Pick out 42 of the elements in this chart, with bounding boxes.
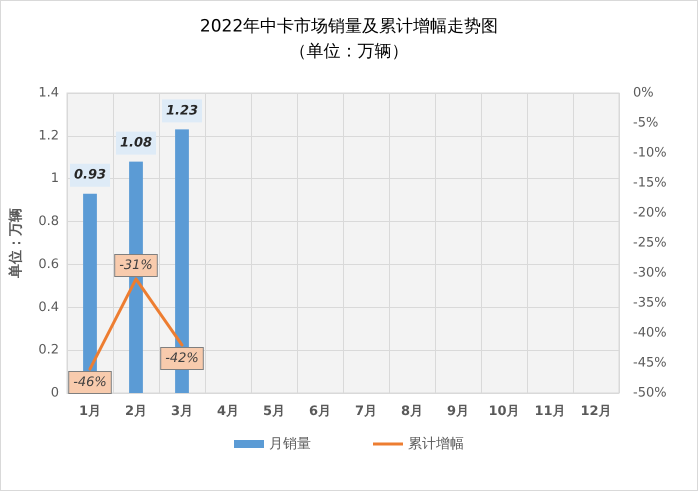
y-tick-label: 1.4 bbox=[38, 86, 59, 100]
y2-tick-label: -5% bbox=[633, 116, 658, 130]
chart-title: 2022年中卡市场销量及累计增幅走势图 bbox=[200, 16, 498, 36]
x-tick-label: 11月 bbox=[534, 404, 566, 419]
data-label: 0.93 bbox=[74, 168, 106, 183]
chart-subtitle: （单位：万辆） bbox=[290, 42, 408, 62]
x-tick-label: 2月 bbox=[124, 404, 148, 419]
data-label: -42% bbox=[165, 351, 199, 366]
legend-label: 累计增幅 bbox=[408, 436, 464, 452]
y2-tick-label: -25% bbox=[633, 236, 667, 250]
x-tick-label: 5月 bbox=[262, 404, 286, 419]
x-tick-label: 10月 bbox=[488, 404, 520, 419]
x-tick-label: 7月 bbox=[354, 404, 378, 419]
y-tick-label: 1 bbox=[50, 171, 59, 186]
y2-tick-label: -30% bbox=[633, 266, 667, 280]
x-tick-label: 8月 bbox=[400, 404, 424, 419]
y2-tick-label: -50% bbox=[633, 386, 667, 400]
x-tick-label: 4月 bbox=[216, 404, 240, 419]
x-tick-label: 12月 bbox=[580, 404, 612, 419]
y2-tick-label: -45% bbox=[633, 356, 667, 370]
y-tick-label: 0.4 bbox=[38, 300, 59, 315]
y-tick-label: 1.2 bbox=[38, 128, 59, 144]
data-label: -31% bbox=[119, 258, 153, 273]
y2-tick-label: -35% bbox=[633, 296, 667, 310]
x-tick-label: 3月 bbox=[170, 404, 194, 419]
y-tick-label: 0.2 bbox=[38, 342, 59, 358]
y-tick-label: 0 bbox=[50, 386, 59, 400]
x-tick-label: 9月 bbox=[446, 404, 470, 419]
y2-tick-label: -40% bbox=[633, 326, 667, 340]
y2-tick-label: 0% bbox=[633, 86, 654, 100]
data-label: -46% bbox=[73, 375, 107, 390]
y-tick-label: 0.6 bbox=[38, 256, 59, 272]
y2-tick-label: -15% bbox=[633, 176, 667, 190]
y-axis-title: 单位：万辆 bbox=[8, 208, 24, 279]
y2-tick-label: -10% bbox=[633, 146, 667, 160]
y2-tick-label: -20% bbox=[633, 206, 667, 220]
y-tick-label: 0.8 bbox=[38, 214, 59, 230]
data-label: 1.23 bbox=[166, 103, 198, 118]
x-tick-label: 6月 bbox=[308, 404, 332, 419]
data-label: 1.08 bbox=[120, 136, 152, 151]
x-tick-label: 1月 bbox=[78, 404, 102, 419]
legend-label: 月销量 bbox=[269, 436, 311, 452]
